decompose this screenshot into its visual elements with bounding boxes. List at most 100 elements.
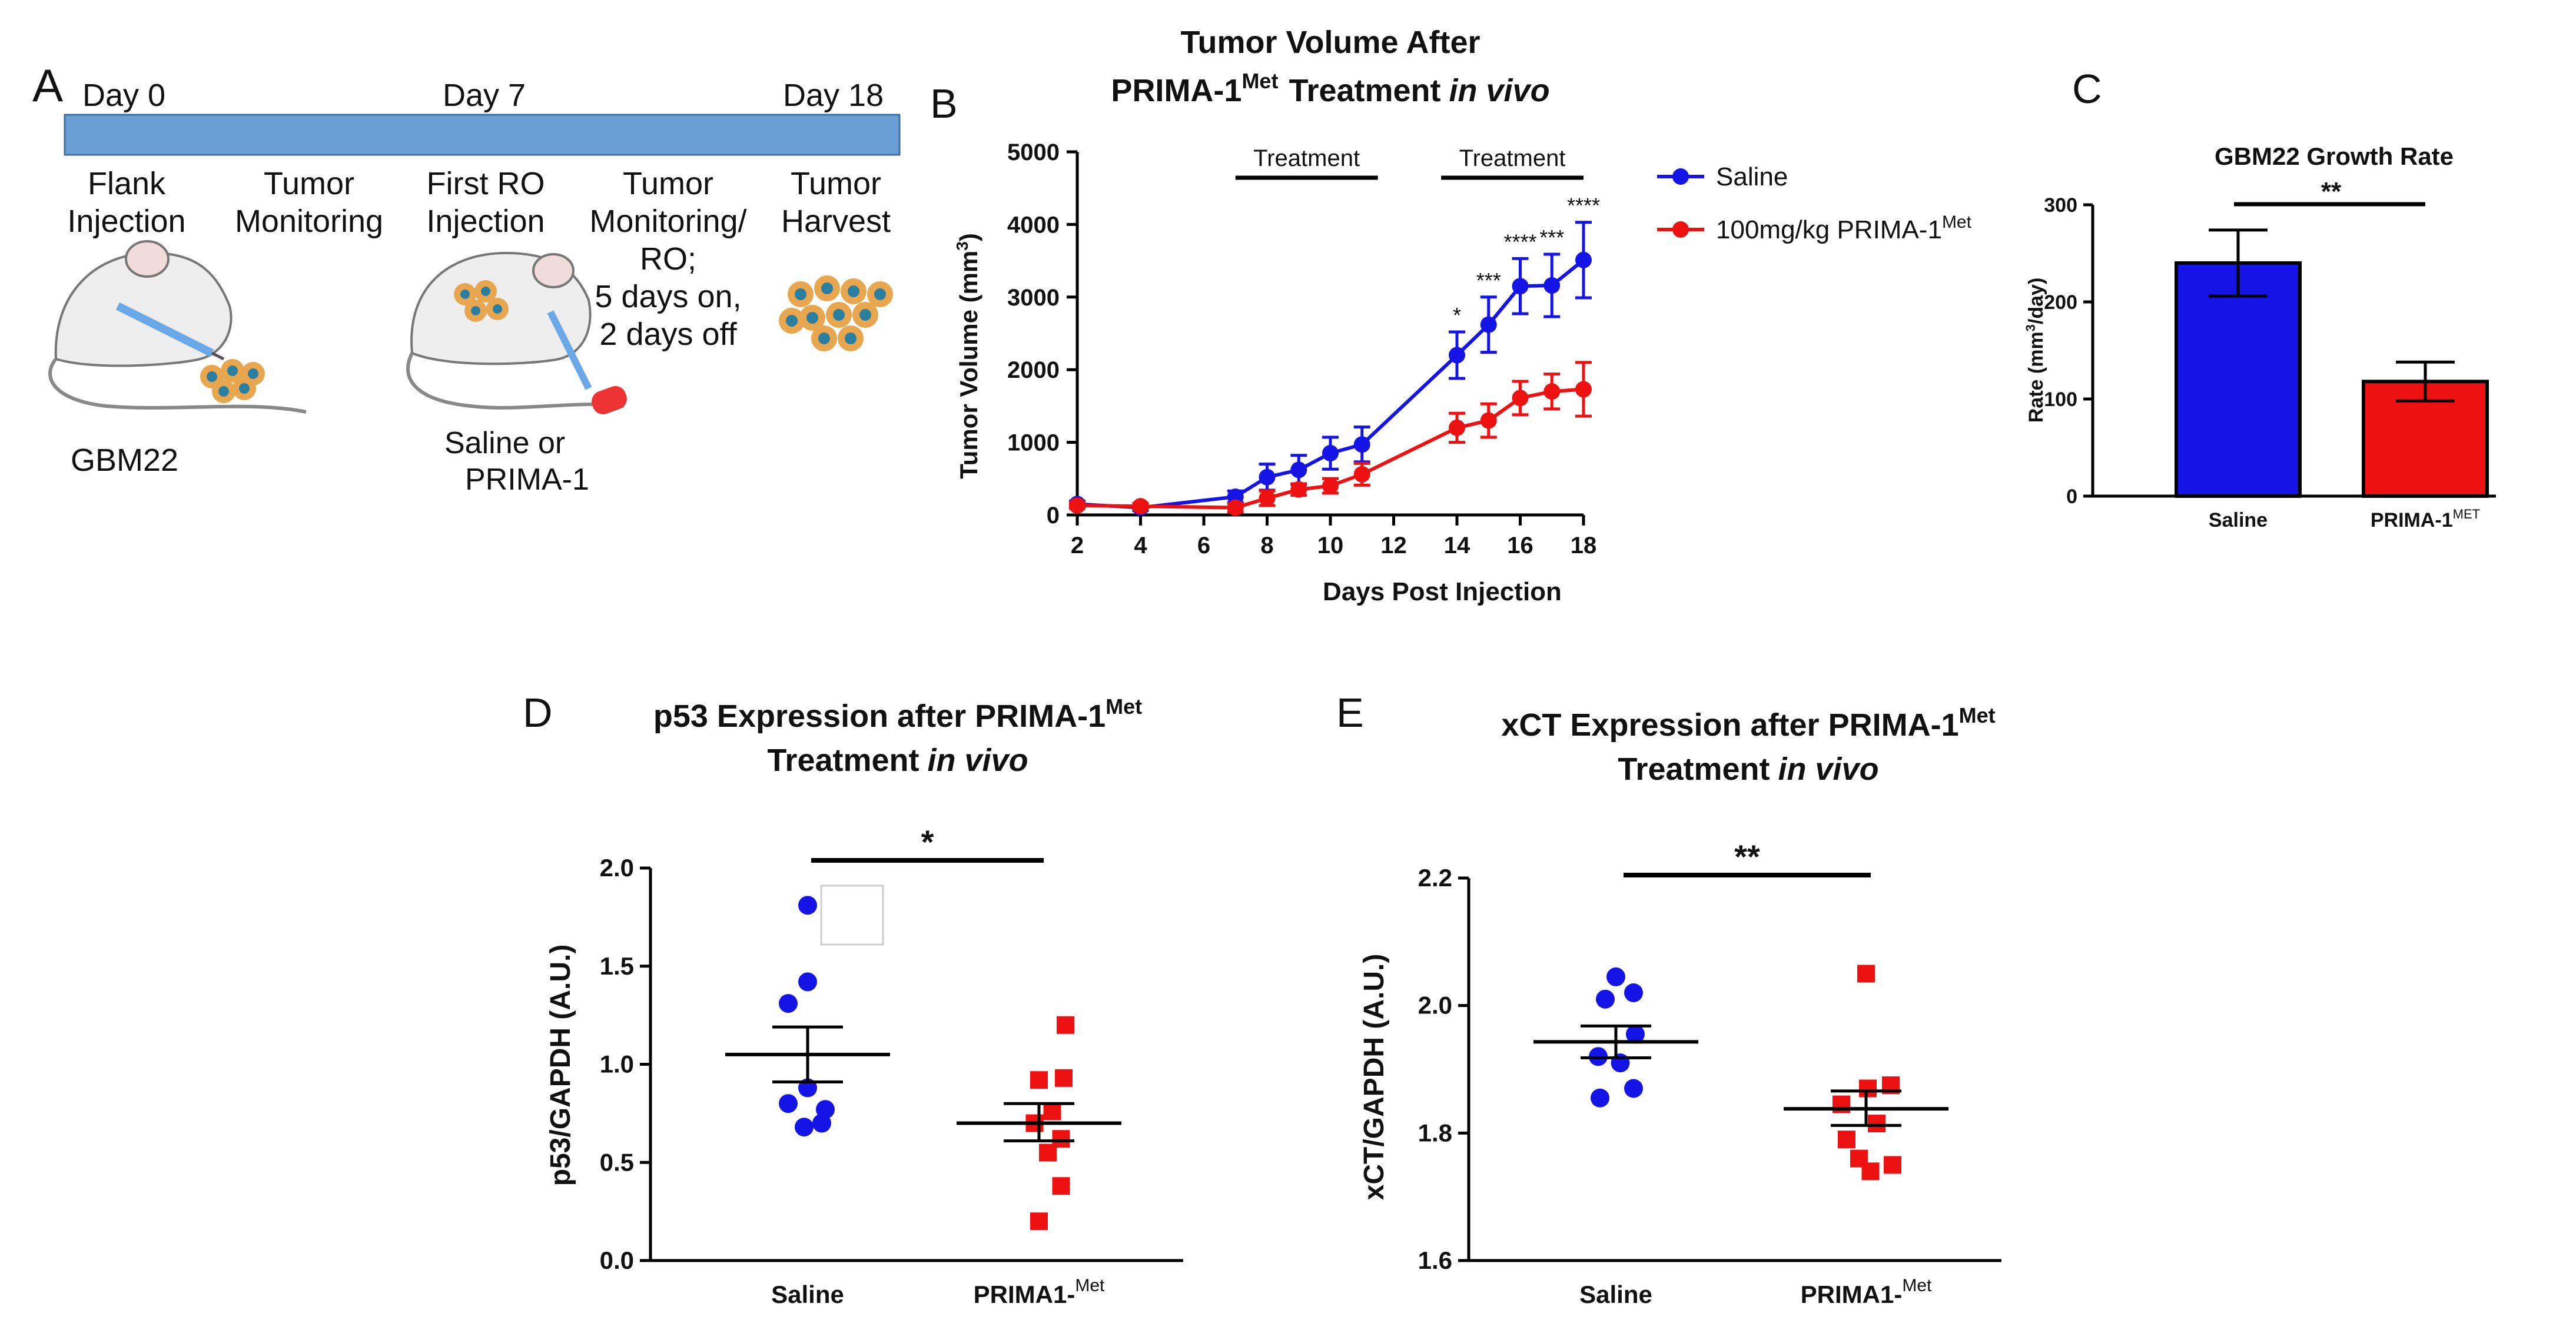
- timeline-step-3-line-4: 2 days off: [599, 317, 737, 352]
- chart-b-ytick-label: 3000: [1007, 285, 1060, 311]
- chart-e-point: [1591, 1088, 1609, 1108]
- chart-c-bar: [2175, 261, 2302, 498]
- panel-a: A Day 0 Day 7 Day 18 FlankInjectionTumor…: [32, 59, 901, 497]
- chart-b-title-prima: PRIMA-1: [1111, 73, 1241, 108]
- chart-d-point: [779, 1094, 798, 1113]
- timeline-step-4-line-1: Harvest: [781, 204, 891, 239]
- chart-b-point: [1227, 499, 1244, 516]
- chart-e-point: [1857, 965, 1875, 983]
- timeline-step-2-line-1: Injection: [426, 204, 545, 239]
- chart-b-treatment-label: Treatment: [1253, 145, 1360, 171]
- mouse-illustration-injection: [48, 240, 307, 414]
- chart-b-xtick-label: 16: [1507, 533, 1533, 558]
- tumor-harvest-illustration: [779, 275, 893, 351]
- chart-b-xtick-label: 8: [1260, 533, 1273, 558]
- chart-b-significance: *: [1453, 303, 1461, 327]
- chart-b-ytick-label: 5000: [1007, 139, 1060, 165]
- chart-b-point: [1575, 251, 1592, 268]
- chart-e-point: [1624, 983, 1643, 1002]
- chart-d-point: [1030, 1071, 1048, 1089]
- panel-label-c: C: [2072, 66, 2102, 112]
- chart-b-xlabel: Days Post Injection: [1323, 577, 1562, 606]
- chart-b-ytick-label: 4000: [1007, 212, 1060, 238]
- caption-prima-1: PRIMA-1: [465, 463, 589, 497]
- panel-label-a: A: [32, 59, 63, 111]
- chart-b-ytick-label: 1000: [1007, 430, 1060, 456]
- chart-d-point: [1043, 1102, 1061, 1120]
- chart-e-point: [1861, 1162, 1880, 1181]
- chart-e-plot: 1.6 1.8 2.0 2.2 Saline PRIMA1-Met **: [1418, 838, 2001, 1308]
- chart-b-point: [1543, 383, 1561, 400]
- chart-b-legend-label: 100mg/kg PRIMA-1Met: [1716, 212, 1972, 244]
- chart-b-ylabel: Tumor Volume (mm3): [953, 233, 982, 479]
- panel-b-line-chart: B Tumor Volume After PRIMA-1Met Treatment…: [930, 25, 1972, 606]
- chart-e-ytick-label: 2.2: [1418, 864, 1452, 892]
- timeline-step-3-line-2: RO;: [640, 241, 696, 277]
- chart-b-xtick-label: 2: [1071, 533, 1084, 558]
- chart-d-ylabel: p53/GAPDH (A.U.): [545, 945, 576, 1186]
- chart-d-title-line2: Treatment in vivo: [767, 743, 1028, 778]
- chart-b-xtick-label: 6: [1197, 533, 1210, 558]
- chart-c-ytick-label: 200: [2044, 291, 2077, 314]
- chart-e-point: [1868, 1115, 1885, 1133]
- chart-d-title-line1: p53 Expression after PRIMA-1Met: [653, 694, 1142, 734]
- chart-b-legend-label: Saline: [1716, 162, 1788, 191]
- chart-e-point: [1611, 1053, 1630, 1073]
- chart-d-point: [812, 1113, 831, 1133]
- timeline-step-4-line-0: Tumor: [791, 166, 881, 201]
- chart-b-point: [1512, 390, 1529, 407]
- chart-b-xtick-label: 14: [1444, 533, 1470, 558]
- chart-c-ytick-label: 0: [2066, 486, 2077, 508]
- chart-c-category-label: PRIMA-1MET: [2371, 507, 2480, 531]
- chart-b-ytick-label: 0: [1047, 503, 1060, 528]
- chart-b-point: [1543, 277, 1561, 294]
- timeline-step-1-line-1: Monitoring: [235, 204, 383, 239]
- chart-e-ytick-label: 2.0: [1418, 992, 1452, 1019]
- chart-b-xtick-label: 12: [1380, 533, 1407, 558]
- chart-d-point: [795, 1118, 814, 1137]
- tumor-cluster-1: [200, 359, 265, 403]
- chart-d-point: [1039, 1143, 1057, 1162]
- chart-b-point: [1480, 412, 1497, 429]
- timeline-bar: [64, 114, 901, 156]
- chart-c-plot: 0 100 200 300 Saline PRIMA-1MET **: [2044, 177, 2496, 531]
- chart-d-category-label: Saline: [771, 1281, 844, 1308]
- chart-b-point: [1449, 419, 1465, 436]
- panel-d-scatter: D p53 Expression after PRIMA-1Met Treatm…: [523, 690, 1183, 1308]
- chart-b-point: [1290, 461, 1307, 478]
- chart-b-title-invivo: in vivo: [1449, 73, 1550, 108]
- chart-b-plot: 0 1000 2000 3000 4000 5000 2 4 6 8 10 12 14 16 18 Treat…: [1007, 139, 1600, 558]
- chart-b-point: [1322, 477, 1339, 494]
- chart-d-point: [1030, 1212, 1048, 1231]
- chart-b-xtick-label: 4: [1134, 533, 1147, 558]
- chart-d-point: [798, 896, 817, 915]
- chart-d-point: [798, 972, 817, 992]
- chart-d-ytick-label: 1.0: [600, 1050, 634, 1078]
- chart-d-point: [1052, 1177, 1070, 1195]
- chart-b-point: [1480, 316, 1497, 333]
- chart-d-point: [1057, 1016, 1074, 1034]
- chart-b-point: [1575, 381, 1592, 398]
- chart-d-ytick-label: 2.0: [600, 854, 634, 882]
- caption-saline-or: Saline or: [444, 426, 565, 460]
- chart-b-point: [1353, 436, 1370, 453]
- chart-e-point: [1596, 989, 1615, 1009]
- chart-e-category-label: Saline: [1579, 1281, 1652, 1308]
- chart-b-significance: ***: [1476, 268, 1501, 292]
- chart-e-point: [1859, 1079, 1877, 1098]
- chart-e-ylabel: xCT/GAPDH (A.U.): [1359, 954, 1390, 1201]
- caption-gbm22: GBM22: [71, 443, 178, 478]
- chart-d-point: [779, 994, 798, 1013]
- timeline-step-3-line-3: 5 days on,: [595, 279, 741, 314]
- panel-label-b: B: [930, 81, 958, 127]
- timeline-step-2-line-0: First RO: [427, 166, 545, 201]
- chart-c-ylabel: Rate (mm3/day): [2023, 278, 2047, 423]
- chart-b-point: [1069, 497, 1085, 514]
- mouse-illustration-ro-injection: [406, 251, 627, 414]
- chart-e-ytick-label: 1.8: [1418, 1119, 1452, 1146]
- timeline-day-0: Day 0: [82, 78, 165, 113]
- chart-b-point: [1353, 466, 1370, 483]
- chart-d-ytick-label: 0.0: [600, 1246, 634, 1274]
